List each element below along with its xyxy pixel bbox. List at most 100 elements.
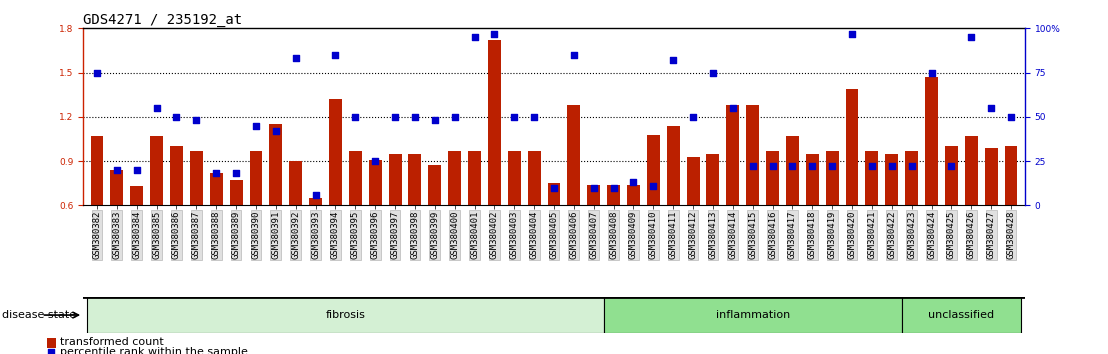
Bar — [902, 297, 1020, 333]
Point — [267, 128, 285, 134]
Bar — [707, 154, 719, 205]
Point — [485, 31, 503, 36]
Bar — [687, 156, 699, 205]
Bar — [309, 198, 322, 205]
Point — [943, 164, 961, 169]
Point — [406, 114, 423, 120]
Point — [207, 171, 225, 176]
Bar — [209, 173, 223, 205]
Point — [883, 164, 901, 169]
Point — [823, 164, 841, 169]
Bar — [985, 148, 997, 205]
Bar — [727, 105, 739, 205]
Point — [347, 114, 365, 120]
Bar — [627, 185, 640, 205]
Bar — [249, 151, 263, 205]
Bar — [507, 151, 521, 205]
Point — [605, 185, 623, 190]
Bar — [845, 89, 859, 205]
Bar — [189, 151, 203, 205]
Point — [545, 185, 563, 190]
Bar — [945, 146, 957, 205]
Point — [348, 321, 366, 327]
Bar — [746, 105, 759, 205]
Bar — [329, 99, 342, 205]
Point — [147, 105, 165, 111]
Bar — [766, 151, 779, 205]
Bar — [488, 40, 501, 205]
Point — [1002, 114, 1019, 120]
Point — [923, 70, 941, 75]
Bar — [429, 166, 441, 205]
Point — [565, 52, 583, 58]
Text: inflammation: inflammation — [716, 310, 790, 320]
Bar — [131, 186, 143, 205]
Bar — [905, 151, 919, 205]
Bar — [91, 136, 103, 205]
Bar — [468, 151, 481, 205]
Bar — [965, 136, 977, 205]
Text: transformed count: transformed count — [60, 337, 164, 347]
Point — [387, 114, 404, 120]
Point — [743, 164, 761, 169]
Bar — [567, 105, 581, 205]
Point — [525, 114, 543, 120]
Bar — [865, 151, 879, 205]
Point — [187, 118, 205, 123]
Text: fibrosis: fibrosis — [326, 310, 366, 320]
Point — [625, 179, 643, 185]
Bar — [369, 160, 381, 205]
Point — [963, 34, 981, 40]
Bar — [449, 151, 461, 205]
Bar — [349, 151, 362, 205]
Point — [724, 105, 741, 111]
Point — [127, 167, 145, 173]
Bar — [604, 297, 902, 333]
Text: percentile rank within the sample: percentile rank within the sample — [60, 347, 248, 354]
Point — [505, 114, 523, 120]
Point — [585, 185, 603, 190]
Bar — [925, 77, 938, 205]
Point — [227, 171, 245, 176]
Point — [803, 164, 821, 169]
Bar — [229, 180, 243, 205]
Bar — [47, 338, 55, 348]
Text: GDS4271 / 235192_at: GDS4271 / 235192_at — [83, 13, 243, 27]
Point — [465, 34, 483, 40]
Bar — [389, 154, 401, 205]
Bar — [151, 136, 163, 205]
Point — [763, 164, 781, 169]
Bar — [885, 154, 899, 205]
Bar — [607, 185, 620, 205]
Point — [843, 31, 861, 36]
Bar — [587, 185, 601, 205]
Bar — [647, 135, 659, 205]
Text: disease state: disease state — [2, 310, 76, 320]
Bar — [786, 136, 799, 205]
Bar — [170, 146, 183, 205]
Point — [89, 70, 106, 75]
Bar — [825, 151, 839, 205]
Point — [327, 52, 345, 58]
Point — [247, 123, 265, 129]
Point — [665, 57, 683, 63]
Text: unclassified: unclassified — [929, 310, 994, 320]
Bar — [547, 183, 561, 205]
Point — [783, 164, 801, 169]
Point — [107, 167, 125, 173]
Bar — [409, 154, 421, 205]
Point — [367, 158, 384, 164]
Bar — [88, 297, 604, 333]
Point — [307, 192, 325, 198]
Point — [685, 114, 702, 120]
Bar — [111, 170, 123, 205]
Point — [983, 105, 1001, 111]
Point — [445, 114, 463, 120]
Point — [167, 114, 185, 120]
Bar — [269, 124, 283, 205]
Bar — [667, 126, 679, 205]
Bar — [527, 151, 541, 205]
Bar — [806, 154, 819, 205]
Bar — [289, 161, 302, 205]
Point — [863, 164, 881, 169]
